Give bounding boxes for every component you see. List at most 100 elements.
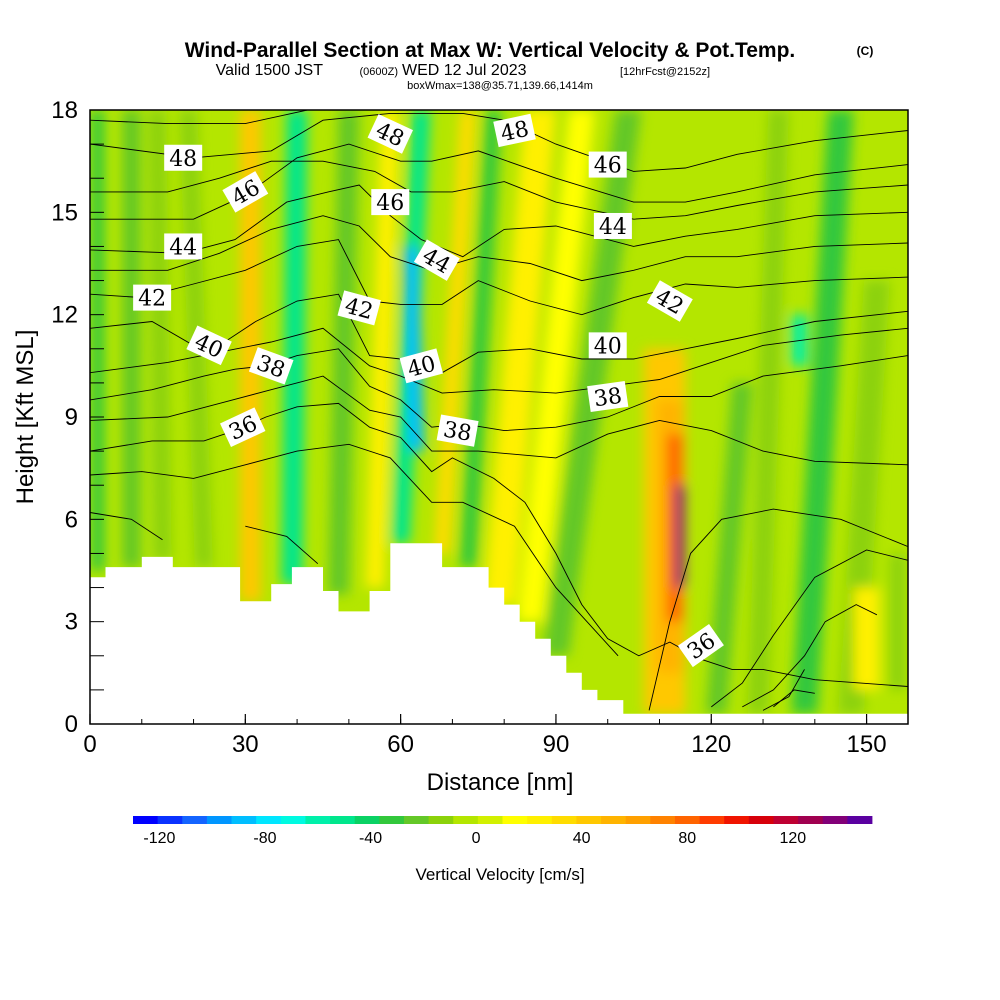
x-tick-label: 120: [691, 731, 731, 758]
contour-label-42: 42: [133, 284, 172, 312]
colorbar-swatch: [822, 816, 848, 824]
colorbar-swatch: [724, 816, 750, 824]
colorbar-swatch: [280, 816, 306, 824]
forecast-info: [12hrFcst@2152z]: [620, 66, 710, 78]
colorbar-title: Vertical Velocity [cm/s]: [415, 865, 584, 884]
w-band-14: [543, 110, 642, 656]
title-copyright: (C): [857, 44, 874, 58]
colorbar-swatch: [527, 816, 553, 824]
theta-contour-unlabeled-10: [90, 160, 908, 220]
colorbar-tick-label: 0: [472, 830, 481, 847]
y-axis: 0 3 6 9 12 15 18: [51, 97, 104, 738]
w-band-19: [706, 382, 753, 714]
contour-label-38: 38: [436, 414, 479, 447]
w-band-0: [91, 110, 105, 571]
colorbar-tick-label: -80: [253, 830, 276, 847]
svg-text:40: 40: [594, 334, 622, 359]
valid-time: Valid 1500 JST: [216, 62, 324, 79]
title-main: Wind-Parallel Section at Max W: Vertical…: [185, 39, 796, 62]
colorbar-swatch: [699, 816, 725, 824]
svg-text:42: 42: [138, 287, 166, 312]
y-axis-title: Height [Kft MSL]: [12, 330, 39, 505]
w-band-12: [483, 110, 556, 605]
colorbar-swatch: [206, 816, 232, 824]
x-tick-label: 90: [543, 731, 570, 758]
y-tick-label: 12: [51, 302, 78, 329]
colorbar-swatch: [379, 816, 405, 824]
colorbar-tick-label: 80: [678, 830, 696, 847]
valid-time-utc: (0600Z): [359, 66, 398, 78]
y-tick-label: 3: [65, 609, 78, 636]
colorbar-swatch: [330, 816, 356, 824]
theta-contour-unlabeled-8: [90, 443, 619, 657]
y-tick-label: 18: [51, 97, 78, 124]
w-band-21: [791, 110, 854, 714]
theta-contour-unlabeled-17: [742, 604, 878, 708]
x-tick-label: 30: [232, 731, 259, 758]
w-band-22: [838, 280, 890, 714]
theta-contour-unlabeled-15: [648, 508, 908, 711]
w-band-24: [889, 553, 906, 690]
colorbar-swatch: [231, 816, 257, 824]
terrain-mask: [90, 543, 908, 724]
colorbar-swatch: [601, 816, 627, 824]
colorbar-swatch: [182, 816, 208, 824]
theta-contour-42: [90, 239, 908, 316]
colorbar-swatch: [477, 816, 503, 824]
contour-label-42: 42: [337, 290, 381, 326]
svg-text:48: 48: [169, 147, 197, 172]
theta-contour-unlabeled-13: [90, 512, 163, 541]
x-tick-label: 150: [847, 731, 887, 758]
colorbar-tick-label: 40: [573, 830, 591, 847]
chart-subtitle: Valid 1500 JST (0600Z) WED 12 Jul 2023 […: [216, 62, 710, 92]
w-band-11: [460, 110, 502, 568]
theta-contour-unlabeled-18: [762, 669, 805, 711]
contour-label-46: 46: [371, 189, 410, 216]
colorbar-swatch: [428, 816, 454, 824]
w-band-13: [517, 110, 595, 622]
colorbar-swatch: [625, 816, 651, 824]
contour-label-38: 38: [587, 381, 629, 412]
w-band-10: [434, 110, 476, 554]
theta-contour-unlabeled-9: [90, 327, 908, 394]
colorbar-swatch: [133, 816, 159, 824]
colorbar-swatch: [798, 816, 824, 824]
w-band-23: [853, 587, 880, 690]
w-band-18: [675, 485, 685, 588]
contour-label-48: 48: [164, 144, 203, 172]
w-band-9: [403, 246, 424, 452]
colorbar-swatch: [674, 816, 700, 824]
colorbar-tick-label: -120: [143, 830, 175, 847]
colorbar-swatch: [650, 816, 676, 824]
y-tick-label: 6: [65, 506, 78, 533]
colorbar-tick-label: 120: [779, 830, 806, 847]
theta-contour-38: [90, 348, 908, 432]
theta-contour-unlabeled-14: [245, 525, 319, 565]
theta-contour-unlabeled-11: [90, 110, 308, 125]
w-band-1: [122, 110, 141, 568]
theta-contour-unlabeled-7: [90, 375, 908, 466]
contour-label-46: 46: [588, 151, 627, 179]
colorbar-swatch: [157, 816, 183, 824]
box-info: boxWmax=138@35.71,139.66,1414m: [407, 80, 593, 92]
y-tick-label: 15: [51, 199, 78, 226]
y-tick-label: 9: [65, 404, 78, 431]
w-band-7: [365, 110, 400, 588]
colorbar-swatch: [576, 816, 602, 824]
colorbar-tick-label: -40: [359, 830, 382, 847]
colorbar-swatch: [748, 816, 774, 824]
valid-date: WED 12 Jul 2023: [402, 62, 527, 79]
svg-text:44: 44: [599, 215, 627, 240]
x-axis: 0 30 60 90 120 150: [83, 714, 887, 758]
contour-label-44: 44: [164, 233, 203, 260]
svg-text:46: 46: [594, 154, 622, 179]
contour-label-40: 40: [588, 332, 627, 359]
colorbar-swatch: [256, 816, 282, 824]
colorbar-swatch: [354, 816, 380, 824]
x-tick-label: 0: [83, 731, 96, 758]
w-band-4: [240, 110, 261, 602]
colorbar-swatch: [551, 816, 577, 824]
